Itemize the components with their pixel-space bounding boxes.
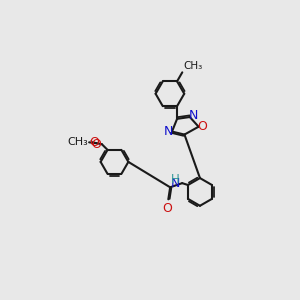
Text: O: O <box>90 140 91 141</box>
Text: CH₃: CH₃ <box>68 137 88 147</box>
Text: O: O <box>198 120 207 133</box>
Text: N: N <box>188 110 198 122</box>
Text: O: O <box>162 202 172 215</box>
Text: H: H <box>170 173 179 186</box>
Text: N: N <box>164 125 173 138</box>
Text: O: O <box>92 138 101 151</box>
Text: N: N <box>171 177 180 190</box>
Text: CH₃: CH₃ <box>183 61 203 71</box>
Text: O: O <box>89 136 99 149</box>
